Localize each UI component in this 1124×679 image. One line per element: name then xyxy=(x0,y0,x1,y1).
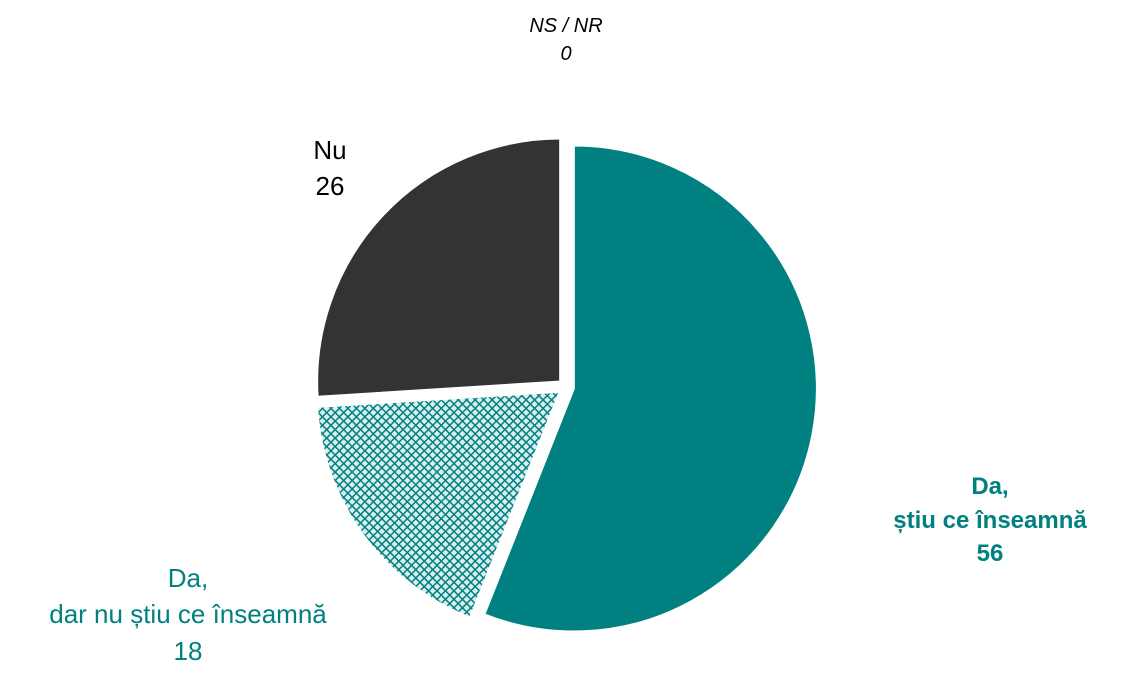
slice-label: Nu 26 xyxy=(313,132,346,205)
pie-slice xyxy=(315,390,562,619)
value-label: 56 xyxy=(976,540,1004,568)
pie-slice xyxy=(483,144,818,633)
category-label: NS / NR xyxy=(529,15,603,37)
slice-label: NS / NR 0 xyxy=(529,12,602,68)
slice-label: Da, dar nu știu ce înseamnă 18 xyxy=(49,560,327,669)
slice-label: Da, știu ce înseamnă 56 xyxy=(893,470,1086,571)
category-label: Da, știu ce înseamnă xyxy=(893,473,1087,534)
pie-slice xyxy=(316,137,562,398)
category-label: Da, dar nu știu ce înseamnă xyxy=(49,563,327,630)
value-label: 0 xyxy=(560,43,572,65)
value-label: 18 xyxy=(173,635,203,666)
category-label: Nu xyxy=(313,135,347,165)
value-label: 26 xyxy=(315,171,345,202)
